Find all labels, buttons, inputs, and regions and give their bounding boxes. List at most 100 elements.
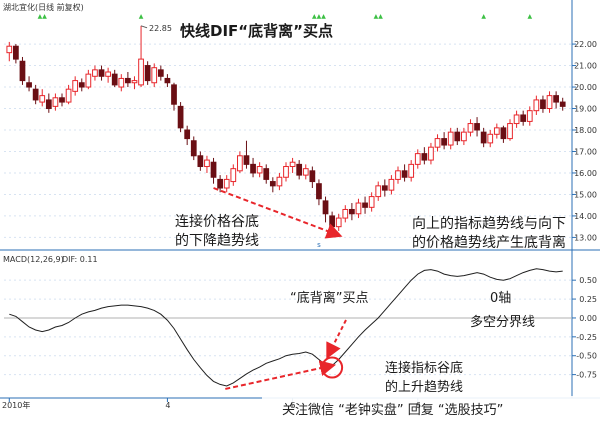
candle-body (533, 99, 540, 112)
macd-y-tick-label: -0.75 (576, 371, 597, 380)
candle-body (217, 178, 223, 189)
candle-body (329, 215, 335, 228)
watermark-background (262, 396, 600, 420)
candle-body (190, 140, 197, 157)
price-y-tick-label: 15.00 (574, 190, 597, 199)
candle-body (92, 69, 98, 77)
price-y-tick-label: 22.00 (574, 40, 597, 49)
candle-body (428, 146, 434, 161)
candle-body (434, 138, 441, 148)
signal-marker: ▲ (139, 13, 144, 20)
candle-body (243, 155, 250, 165)
signal-marker: ▲ (527, 13, 532, 20)
candle-body (157, 69, 164, 77)
x-tick-label: 4 (165, 401, 170, 410)
candle-body (454, 131, 461, 142)
text-layer: 22.00 21.00 20.00 19.00 18.00 17.00 16.00 15.00… (2, 2, 597, 418)
candle-body (408, 163, 415, 178)
candle-body (500, 127, 507, 140)
price-y-tick-label: 21.00 (574, 62, 597, 71)
candle-body (171, 84, 177, 105)
candle-body (368, 196, 375, 208)
candle-body (6, 45, 13, 54)
x-tick-label: 2010年 (2, 400, 30, 410)
high-label-leader (140, 25, 148, 29)
price-y-tick-label: 13.00 (574, 233, 597, 242)
candle-body (78, 82, 85, 88)
candle-body (362, 202, 368, 208)
candle-body (237, 155, 243, 172)
bull-bear-divider-label: 多空分界线 (470, 314, 535, 330)
candle-body (388, 178, 395, 191)
macd-trend-annotation-line: 连接指标谷底 (385, 360, 463, 376)
candle-body (131, 80, 138, 84)
price-y-tick-label: 19.00 (574, 105, 597, 114)
x-tick-label: 5 (291, 401, 296, 410)
candle-body (151, 67, 158, 84)
candle-body (474, 123, 480, 131)
candle-body (118, 77, 125, 88)
price-panel-header: 湖北宜化(日线 前复权) (3, 2, 84, 12)
divergence-annotation-line: 的价格趋势线产生底背离 (412, 234, 566, 251)
candle-body (26, 82, 32, 88)
candle-body (105, 71, 111, 77)
candle-body (349, 208, 355, 215)
signal-marker: ▲▲▲ (312, 13, 326, 20)
price-y-tick-label: 17.00 (574, 147, 597, 156)
candle-body (520, 114, 527, 122)
candle-body (421, 153, 428, 161)
price-downtrend-line (213, 187, 343, 239)
candle-body (13, 45, 19, 60)
candle-body (223, 178, 230, 189)
macd-trend-annotation-line: 的上升趋势线 (385, 379, 463, 395)
candle-body (59, 97, 65, 103)
candle-body (375, 185, 382, 198)
small-marker: s (317, 241, 321, 249)
candle-body (355, 202, 362, 215)
macd-y-tick-label: -0.50 (576, 352, 597, 361)
candle-body (210, 161, 217, 178)
candle-body (302, 168, 309, 176)
buy-point-label: “底背离”买点 (290, 290, 368, 306)
candle-body (230, 168, 237, 183)
candle-body (138, 58, 144, 86)
x-tick-label: 6 (416, 401, 421, 410)
candle-body (342, 208, 349, 219)
candle-body (322, 200, 329, 215)
watermark-text: 关注微信 “老钟实盘” 回复 “选股技巧” (282, 402, 503, 418)
candle-body (401, 170, 408, 178)
macd-y-tick-label: 0.00 (579, 314, 597, 323)
candle-body (125, 77, 131, 84)
candle-body (269, 181, 276, 187)
candle-body (283, 166, 289, 178)
candle-body (256, 166, 263, 174)
macd-panel-header: MACD(12,26,9) (3, 255, 64, 264)
candle-body (526, 110, 533, 122)
candle-body (316, 183, 322, 200)
candle-body (296, 163, 303, 176)
candle-body (197, 155, 204, 168)
candle-body (467, 123, 474, 133)
macd-series (9, 268, 563, 387)
candle-body (507, 123, 513, 140)
candle-body (263, 168, 270, 180)
dif-line (9, 268, 563, 387)
price-trend-annotation-line: 连接价格谷底 (175, 213, 259, 230)
candle-body (487, 133, 494, 144)
candle-body (32, 88, 39, 101)
candle-body (19, 60, 26, 82)
candle-body (276, 176, 283, 187)
signal-marker: ▲▲ (374, 13, 384, 20)
candle-body (184, 129, 191, 140)
candle-body (553, 95, 559, 103)
candle-body (45, 99, 52, 110)
candle-body (546, 95, 553, 110)
candle-body (144, 65, 151, 82)
candle-body (441, 138, 447, 146)
candle-body (85, 73, 92, 88)
candle-body (309, 170, 316, 183)
candle-body (395, 170, 401, 180)
price-y-tick-label: 20.00 (574, 83, 597, 92)
candle-body (289, 161, 296, 168)
